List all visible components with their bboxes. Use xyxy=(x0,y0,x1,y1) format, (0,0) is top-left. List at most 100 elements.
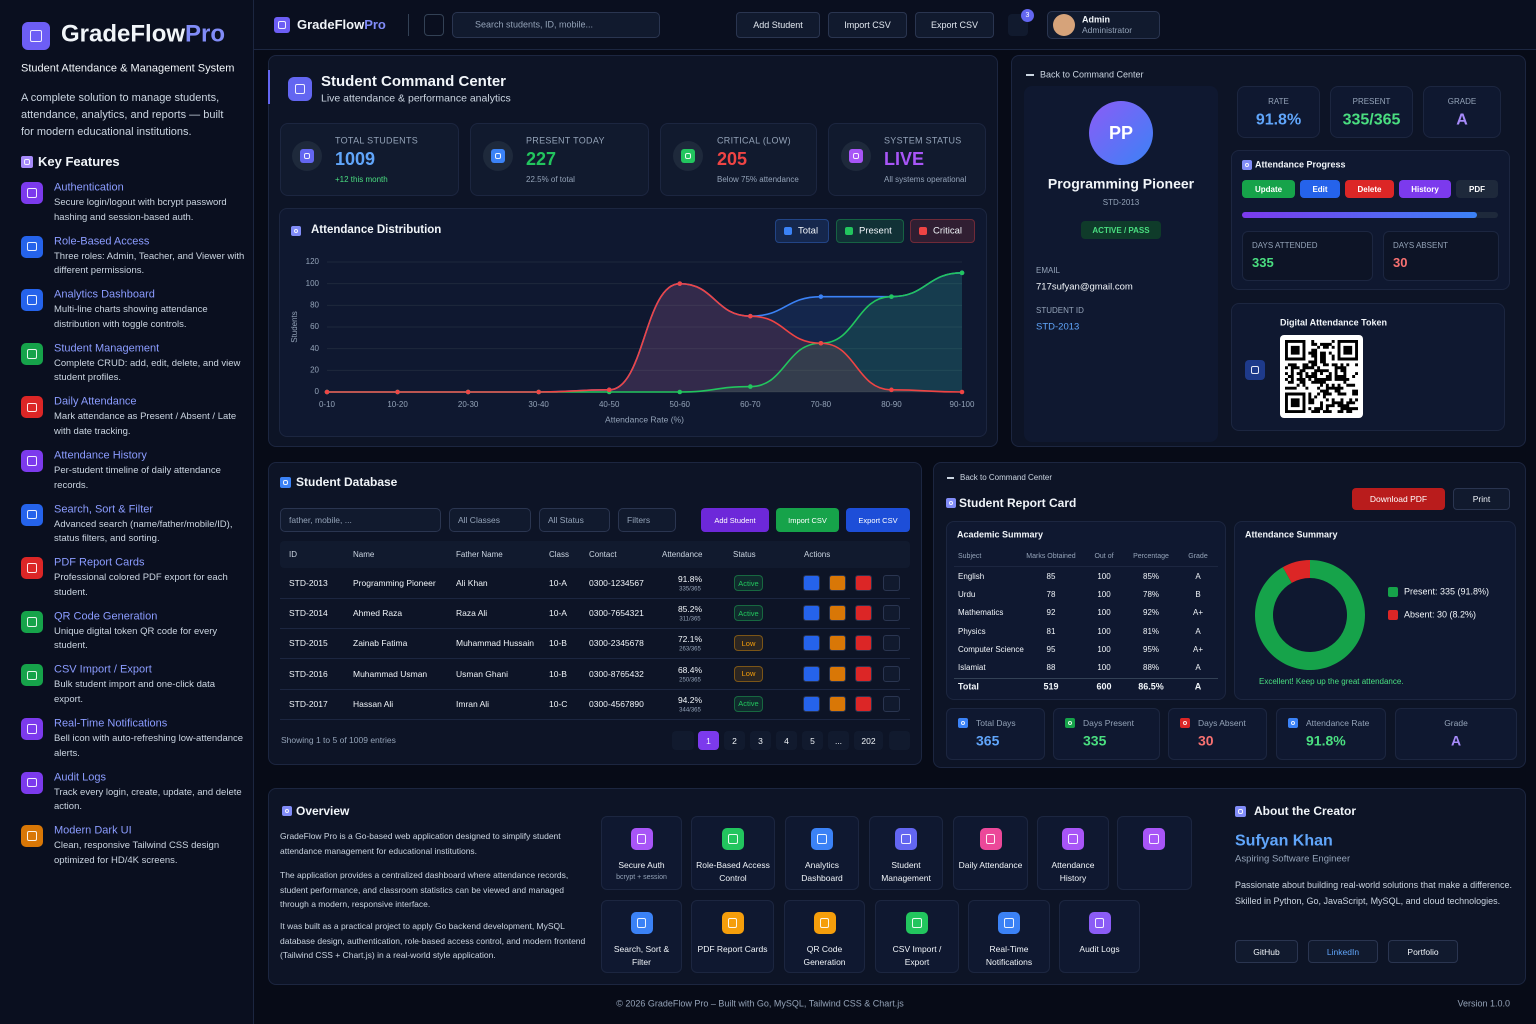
logo-icon xyxy=(274,17,290,33)
module-icon xyxy=(722,828,744,850)
column-header: Father Name xyxy=(456,550,503,560)
row-action[interactable] xyxy=(829,695,846,712)
row-action[interactable] xyxy=(883,635,900,652)
grade-cell: 100 xyxy=(1097,645,1111,654)
row-action[interactable] xyxy=(855,635,872,652)
icon-glyph xyxy=(27,616,37,627)
legend-swatch xyxy=(845,227,853,235)
db-button[interactable]: Export CSV xyxy=(846,508,910,532)
row-action[interactable] xyxy=(803,575,820,591)
top-button[interactable]: Import CSV xyxy=(828,12,907,38)
grade-cell: 100 xyxy=(1097,626,1111,636)
summary-value: 335 xyxy=(1083,732,1107,749)
filter-select[interactable] xyxy=(618,508,676,532)
feature-title: PDF Report Cards xyxy=(54,556,145,569)
column-header: Contact xyxy=(589,550,617,560)
icon-glyph xyxy=(27,509,37,520)
page-button[interactable]: 202 xyxy=(854,731,883,750)
row-action[interactable] xyxy=(883,575,900,591)
column-header: Status xyxy=(733,550,756,560)
row-action[interactable] xyxy=(855,605,872,622)
menu-button[interactable] xyxy=(424,14,444,36)
row-action[interactable] xyxy=(803,665,820,682)
print-button[interactable]: Print xyxy=(1453,488,1510,510)
page-next[interactable] xyxy=(889,731,910,750)
icon-glyph xyxy=(283,480,288,485)
top-button[interactable]: Add Student xyxy=(736,12,820,38)
feature-desc: Bell icon with auto-refreshing low-atten… xyxy=(54,733,244,759)
social-link[interactable]: Portfolio xyxy=(1388,940,1458,963)
page-button[interactable]: 3 xyxy=(750,731,771,750)
legend-button[interactable] xyxy=(775,219,829,243)
action-button[interactable]: Edit xyxy=(1300,180,1340,198)
brand-name: GradeFlow xyxy=(297,17,365,33)
notification-badge[interactable]: 3 xyxy=(1021,9,1034,22)
module-icon xyxy=(895,828,917,850)
description: A complete solution to manage students, … xyxy=(21,92,224,138)
row-action[interactable] xyxy=(883,695,900,712)
module-icon xyxy=(721,912,744,934)
icon-glyph xyxy=(1238,809,1243,814)
row-action[interactable] xyxy=(803,695,820,712)
grade-cell: 92% xyxy=(1142,608,1160,618)
row-action[interactable] xyxy=(829,605,846,622)
row-action[interactable] xyxy=(829,665,846,682)
grade-cell: A xyxy=(1195,572,1201,582)
feature-title: Audit Logs xyxy=(54,771,106,783)
filter-select[interactable] xyxy=(449,508,531,532)
module-title: Role-Based Access Control xyxy=(696,860,770,883)
row-action[interactable] xyxy=(855,575,872,591)
table-cell: 0300-7654321 xyxy=(589,608,644,619)
table-cell: STD-2017 xyxy=(289,698,328,709)
module-title: Student Management xyxy=(881,860,931,883)
page-button[interactable]: 5 xyxy=(802,731,823,750)
feature-icon xyxy=(21,182,43,204)
row-action[interactable] xyxy=(803,635,820,652)
action-button[interactable]: Update xyxy=(1242,180,1295,198)
chart-title: Attendance Summary xyxy=(1245,529,1338,540)
filter-select[interactable] xyxy=(539,508,610,532)
page-button[interactable]: 2 xyxy=(724,731,745,750)
db-button[interactable]: Add Student xyxy=(701,508,769,532)
download-pdf[interactable]: Download PDF xyxy=(1352,488,1445,510)
module-icon xyxy=(1062,828,1084,850)
action-button[interactable]: History xyxy=(1399,180,1451,198)
row-action[interactable] xyxy=(883,665,900,682)
page-button[interactable]: 1 xyxy=(698,731,719,750)
brand-name: GradeFlow xyxy=(61,20,186,48)
attendance-pct: 91.8% xyxy=(677,573,703,584)
social-link[interactable]: GitHub xyxy=(1235,940,1298,963)
page-button[interactable]: 4 xyxy=(776,731,797,750)
module-card xyxy=(691,900,774,973)
feature-desc: Complete CRUD: add, edit, delete, and vi… xyxy=(54,357,241,384)
search-box[interactable] xyxy=(452,12,660,38)
social-link[interactable]: LinkedIn xyxy=(1308,940,1378,963)
module-icon xyxy=(630,828,653,850)
action-button[interactable]: Delete xyxy=(1345,180,1394,198)
logo-icon xyxy=(22,22,50,50)
row-action[interactable] xyxy=(803,605,820,622)
column-header: Subject xyxy=(958,552,982,560)
row-action[interactable] xyxy=(855,695,872,712)
top-button[interactable]: Export CSV xyxy=(915,12,994,38)
row-action[interactable] xyxy=(883,605,900,622)
icon-glyph xyxy=(1244,162,1250,168)
overview-icon xyxy=(282,806,292,816)
column-header: Marks Obtained xyxy=(1026,552,1076,560)
icon-glyph xyxy=(1004,918,1014,928)
feature-title: QR Code Generation xyxy=(54,610,158,623)
table-cell: Ali Khan xyxy=(456,577,488,588)
page-prev[interactable] xyxy=(672,731,694,750)
action-button[interactable]: PDF xyxy=(1456,180,1498,198)
row-action[interactable] xyxy=(855,665,872,682)
filter-label: All Status xyxy=(548,514,584,525)
row-action[interactable] xyxy=(829,635,846,652)
db-button[interactable]: Import CSV xyxy=(776,508,839,532)
feature-title: CSV Import / Export xyxy=(54,663,152,676)
db-search[interactable] xyxy=(280,508,441,532)
row-action[interactable] xyxy=(829,575,846,591)
metric-card xyxy=(1330,86,1413,138)
feature-icon xyxy=(21,610,43,633)
stat-label: PRESENT TODAY xyxy=(526,135,605,146)
page-button[interactable]: ... xyxy=(828,731,849,750)
